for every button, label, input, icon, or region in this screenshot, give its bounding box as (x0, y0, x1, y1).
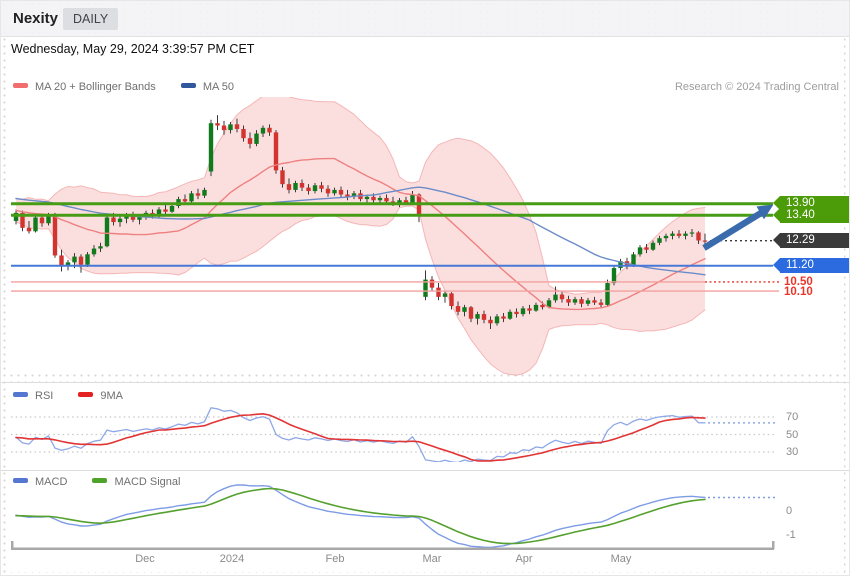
macd-signal-legend-label: MACD Signal (114, 476, 181, 488)
rsi-plot (15, 407, 706, 462)
macd-signal-legend-swatch (92, 478, 108, 483)
resistance2-price-tag: 13.90 (773, 196, 849, 212)
pivot-price-tag: 11.20 (773, 258, 849, 274)
last-price-tag: 12.29 (773, 233, 849, 249)
resistance1-value: 13.40 (786, 208, 815, 221)
macd-legend-label: MACD (35, 476, 68, 488)
rsi-50-label: 50 (786, 428, 799, 441)
tick-label-feb: Feb (325, 553, 345, 565)
rsi-ma-legend-swatch (78, 392, 94, 397)
bollinger-band (16, 97, 705, 376)
support1-price-label: 10.50 (784, 276, 813, 288)
trend-arrow (702, 204, 774, 251)
main-price-plot (13, 97, 708, 376)
support2-price-label: 10.10 (784, 285, 813, 298)
symbol-title: Nexity (13, 10, 59, 27)
rsi-legend: RSI 9MA (13, 390, 123, 402)
tick-label-dec: Dec (135, 553, 155, 565)
bollinger-legend-swatch (13, 83, 28, 88)
rsi-30-label: 30 (786, 446, 799, 458)
resistance2-value: 13.90 (786, 197, 815, 210)
macd-legend-swatch (13, 478, 28, 483)
x-axis (10, 541, 775, 550)
copyright-label: Research © 2024 Trading Central (674, 81, 839, 93)
rsi-70-label: 70 (786, 411, 799, 423)
rsi-legend-swatch (13, 392, 28, 397)
tick-label-2024: 2024 (219, 553, 245, 565)
macd-0-label: 0 (786, 505, 793, 517)
macd-legend: MACD MACD Signal (13, 476, 180, 488)
timeframe-badge: DAILY (63, 8, 119, 30)
tick-label-mar: Mar (422, 553, 442, 565)
pivot-value: 11.20 (786, 259, 814, 272)
macd-minus1-label: -1 (786, 529, 796, 541)
rsi-panel-background (9, 383, 844, 471)
header-bar: Nexity DAILY (1, 1, 849, 37)
resistance1-price-tag: 13.40 (773, 207, 849, 223)
ma50-legend-swatch (180, 83, 196, 88)
macd-panel-background (9, 471, 844, 572)
last-price-value: 12.29 (786, 234, 815, 247)
level-lines (11, 202, 779, 292)
tick-label-may: May (610, 553, 632, 565)
macd-plot (15, 484, 706, 549)
rsi-legend-label: RSI (35, 390, 54, 402)
main-chart-legend: MA 20 + Bollinger Bands MA 50 (13, 81, 234, 93)
tick-label-apr: Apr (515, 553, 533, 565)
datetime-label: Wednesday, May 29, 2024 3:39:57 PM CET (11, 42, 255, 56)
ma50-legend-label: MA 50 (202, 81, 235, 93)
macd-panel-separator (1, 470, 849, 471)
rsi-panel-separator (1, 382, 849, 383)
bollinger-legend-label: MA 20 + Bollinger Bands (35, 81, 156, 93)
rsi-ma-legend-label: 9MA (100, 390, 124, 402)
